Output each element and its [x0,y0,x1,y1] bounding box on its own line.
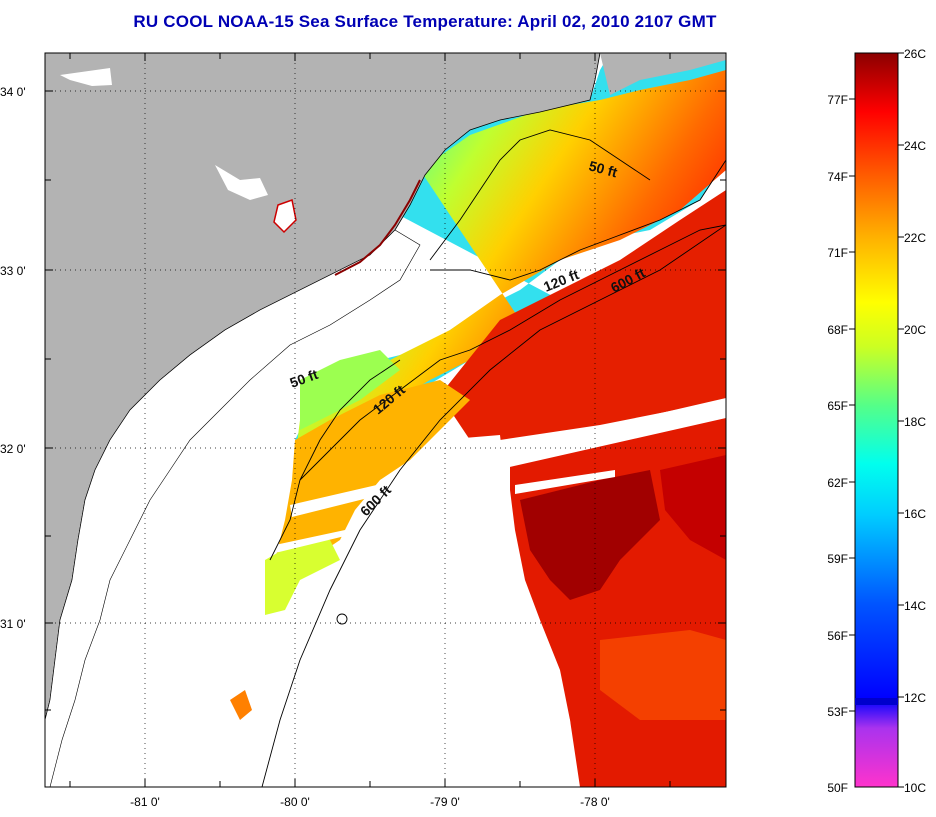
swath-gap-1 [500,398,726,468]
warm-core-east [660,455,726,560]
nearshore-green [265,540,340,615]
graticule [45,53,726,787]
cb-f-59: 59F [827,552,848,566]
bathymetry-contours [261,129,726,787]
lon-label-78: -78 0' [580,795,610,809]
cb-c-24: 24C [904,139,926,153]
cb-c-14: 14C [904,599,926,613]
cb-c-26: 26C [904,47,926,61]
cb-f-50: 50F [827,781,848,795]
cb-c-22: 22C [904,231,926,245]
lon-label-80: -80 0' [280,795,310,809]
cb-f-71: 71F [827,246,848,260]
inland-lake-3 [273,199,297,234]
cb-c-16: 16C [904,507,926,521]
cb-f-65: 65F [827,399,848,413]
gradient-water-region [295,70,726,460]
cb-f-62: 62F [827,476,848,490]
cb-f-74: 74F [827,170,848,184]
cb-f-53: 53F [827,705,848,719]
colorbar-gradient [854,52,899,788]
colorbar: 77F 74F 71F 68F 65F 62F 59F 56F 53F 50F … [827,47,926,795]
contour-120ft-north [430,159,726,281]
inland-lake-2 [215,165,268,200]
nearshore-green-north [300,350,400,430]
map-title: RU COOL NOAA-15 Sea Surface Temperature:… [133,12,717,31]
coastal-marsh [45,229,421,787]
cb-c-12: 12C [904,691,926,705]
contour-50ft-south [269,359,401,561]
lat-label-33: 33 0' [0,264,26,278]
inland-lake-1 [60,68,112,86]
colorbar-ticks [849,52,904,788]
lat-label-32: 32 0' [0,442,26,456]
contour-600ft [261,224,726,787]
warm-patch [230,690,252,720]
cb-f-68: 68F [827,323,848,337]
sst-field [230,53,726,787]
longitude-labels: -81 0' -80 0' -79 0' -78 0' [130,795,610,809]
land-north [600,53,726,95]
cb-f-77: 77F [827,93,848,107]
swath-gap-4 [275,530,345,553]
axis-ticks [45,53,726,787]
latitude-labels: 34 0' 33 0' 32 0' 31 0' [0,85,26,631]
map-area: 50 ft 50 ft 120 ft 120 ft 600 ft 600 ft [45,53,726,787]
lon-label-81: -81 0' [130,795,160,809]
cb-c-10: 10C [904,781,926,795]
colorbar-celsius-labels: 26C 24C 22C 20C 18C 16C 14C 12C 10C [904,47,926,795]
lat-label-31: 31 0' [0,617,26,631]
contour-closed-loop [336,613,348,625]
contour-120ft-south [299,224,726,481]
map-frame [44,52,727,788]
no-data-offshore [330,435,580,787]
lon-label-79: -79 0' [430,795,460,809]
swath-gap-3 [290,475,420,517]
colorbar-fahrenheit-labels: 77F 74F 71F 68F 65F 62F 59F 56F 53F 50F [827,93,848,795]
lat-label-34: 34 0' [0,85,26,99]
warm-core [520,470,660,600]
cb-c-20: 20C [904,323,926,337]
swath-gap-2 [515,470,615,494]
colorbar-12c-band [855,698,898,705]
warm-swirl [600,630,726,720]
cb-c-18: 18C [904,415,926,429]
contour-50ft-north [429,129,651,261]
cb-f-56: 56F [827,629,848,643]
coastline-warm-edge [334,179,421,276]
